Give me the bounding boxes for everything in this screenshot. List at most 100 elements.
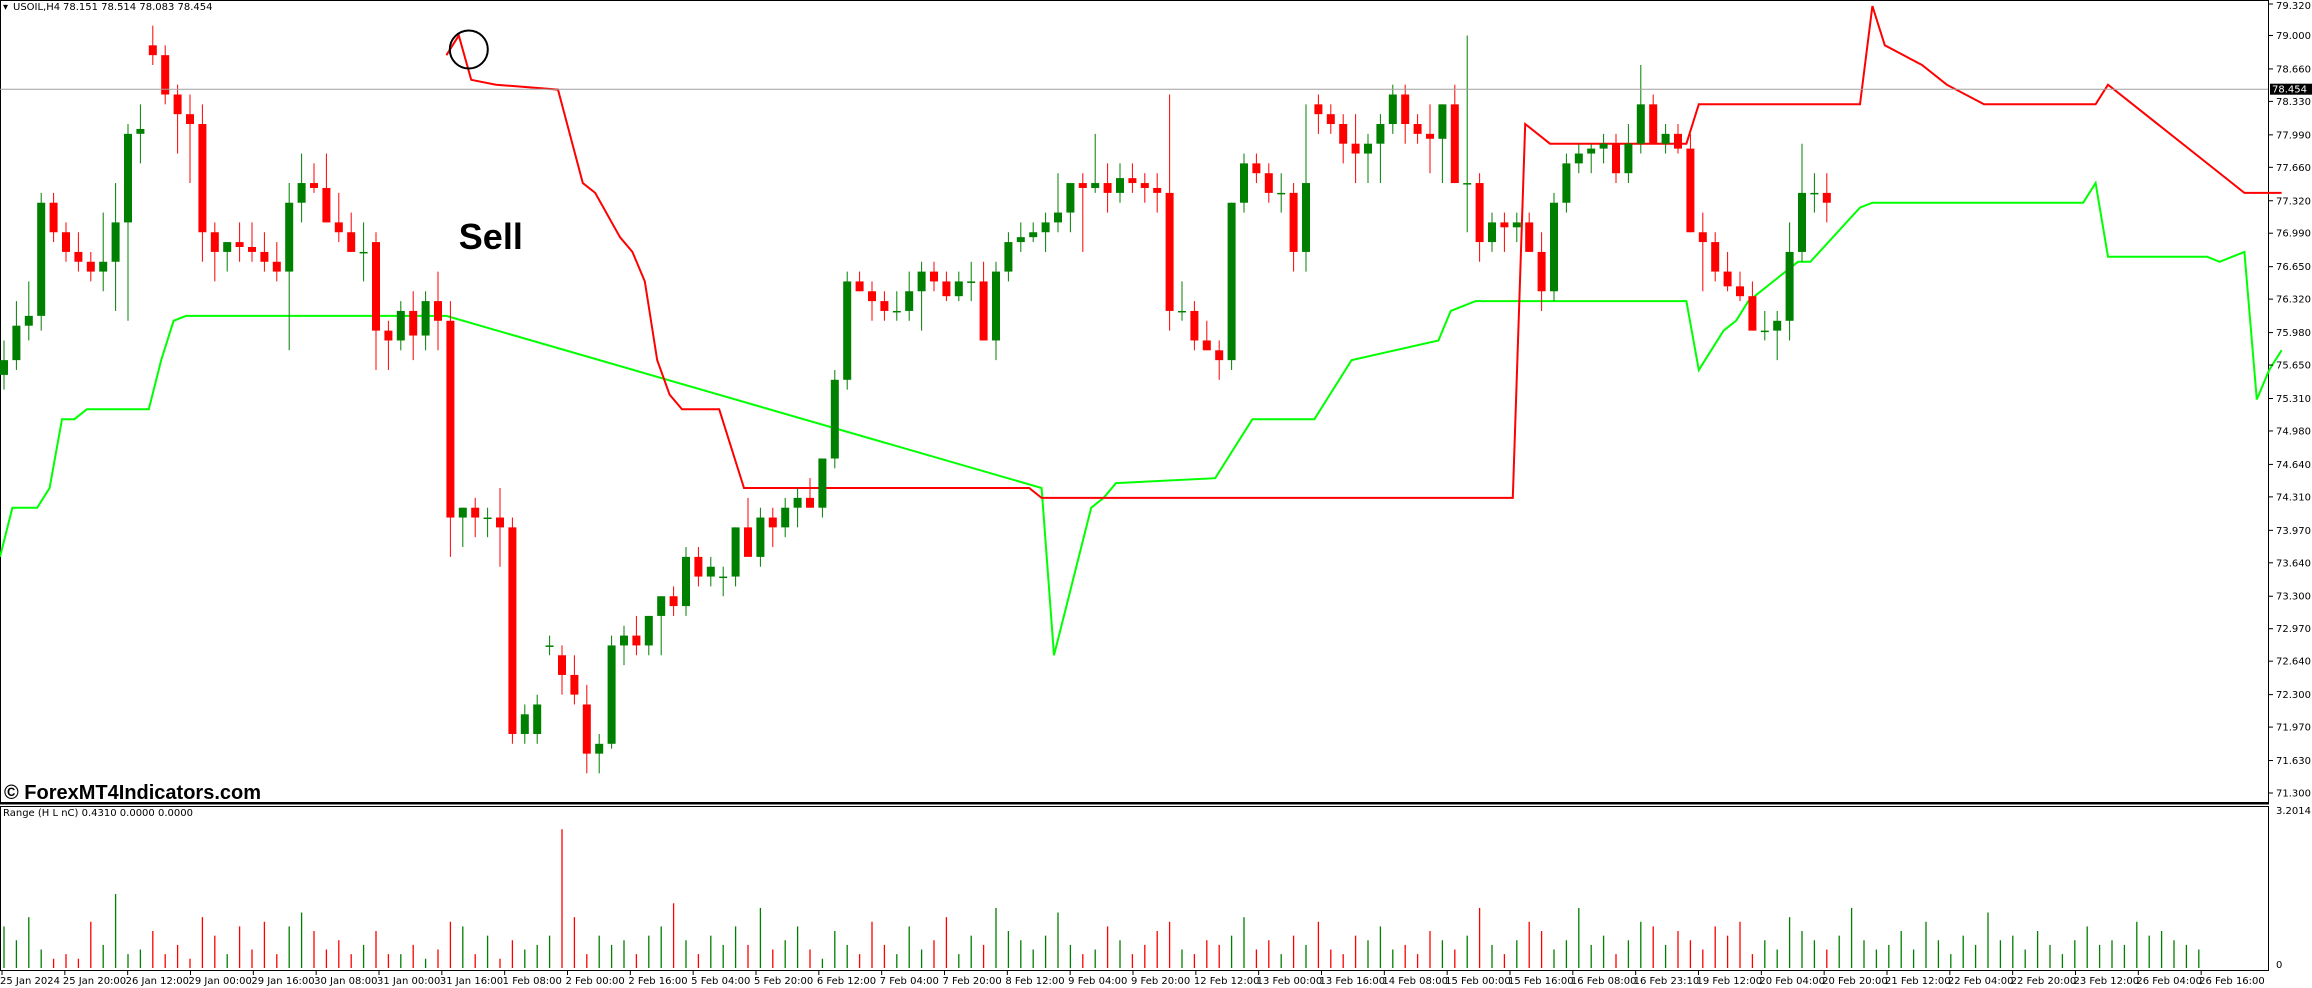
bear-candle	[1612, 143, 1620, 174]
time-tick-label: 20 Feb 04:00	[1759, 976, 1825, 987]
time-tick-label: 29 Jan 00:00	[189, 976, 252, 987]
bear-candle	[186, 114, 194, 125]
bear-candle	[198, 124, 207, 233]
time-tick-label: 25 Jan 20:00	[63, 976, 126, 987]
bull-candle	[1512, 222, 1521, 228]
price-tick-label: 76.650	[2276, 262, 2311, 273]
bear-candle	[1711, 242, 1720, 272]
price-tick-label: 79.000	[2276, 31, 2311, 42]
price-tick-label: 72.640	[2276, 657, 2311, 668]
time-tick-label: 7 Feb 04:00	[880, 976, 939, 987]
price-tick-label: 75.650	[2276, 361, 2311, 372]
time-tick-label: 29 Jan 16:00	[251, 976, 314, 987]
bull-candle	[0, 360, 8, 375]
bear-candle	[1525, 222, 1534, 252]
bear-candle	[855, 281, 864, 292]
bull-candle	[719, 576, 728, 579]
indicator-frame	[0, 806, 2269, 971]
bull-candle	[1016, 237, 1025, 243]
bear-candle	[1686, 148, 1695, 233]
bear-candle	[471, 507, 480, 518]
bear-candle	[384, 330, 393, 341]
bear-candle	[1314, 104, 1323, 115]
bear-candle	[1351, 143, 1360, 154]
bear-candle	[74, 251, 83, 262]
time-tick-label: 30 Jan 08:00	[314, 976, 377, 987]
bear-candle	[669, 596, 678, 607]
time-tick-label: 31 Jan 16:00	[440, 976, 503, 987]
bear-candle	[62, 232, 70, 252]
bear-candle	[582, 704, 591, 754]
time-tick-label: 16 Feb 23:10	[1634, 976, 1700, 987]
bear-candle	[1128, 178, 1137, 184]
bear-candle	[409, 310, 418, 336]
bull-candle	[124, 133, 132, 223]
current-price-label: 78.454	[2272, 85, 2307, 96]
time-tick-label: 9 Feb 04:00	[1068, 976, 1127, 987]
bear-candle	[1103, 183, 1112, 193]
bull-candle	[917, 271, 926, 292]
bull-candle	[620, 635, 628, 646]
price-tick-label: 73.640	[2276, 558, 2311, 569]
time-tick-label: 21 Feb 12:00	[1885, 976, 1951, 987]
bear-candle	[1500, 222, 1509, 228]
bull-candle	[520, 714, 529, 734]
symbol-header-arrow[interactable]: ▾	[3, 2, 8, 13]
time-tick-label: 15 Feb 00:00	[1445, 976, 1511, 987]
bear-candle	[260, 251, 269, 262]
indicator-tick-label: 3.2014	[2276, 806, 2311, 817]
bear-candle	[1413, 124, 1422, 134]
price-tick-label: 73.970	[2276, 526, 2311, 537]
time-tick-label: 14 Feb 08:00	[1382, 976, 1448, 987]
bear-candle	[868, 291, 876, 302]
bull-candle	[1227, 202, 1236, 361]
time-tick-label: 16 Feb 08:00	[1571, 976, 1637, 987]
bull-candle	[1178, 310, 1186, 313]
time-tick-label: 31 Jan 00:00	[377, 976, 440, 987]
bull-candle	[1785, 251, 1794, 321]
price-tick-label: 77.990	[2276, 130, 2311, 141]
bear-candle	[272, 261, 281, 272]
bear-candle	[1698, 232, 1707, 243]
bear-candle	[979, 281, 988, 341]
bull-candle	[595, 743, 604, 754]
bull-candle	[1661, 133, 1670, 144]
bear-candle	[1723, 271, 1732, 287]
time-tick-label: 5 Feb 04:00	[691, 976, 750, 987]
time-tick-label: 8 Feb 12:00	[1005, 976, 1064, 987]
bull-candle	[359, 251, 368, 254]
time-tick-label: 22 Feb 04:00	[1948, 976, 2014, 987]
price-tick-label: 72.300	[2276, 690, 2311, 701]
bull-candle	[967, 281, 976, 283]
price-tick-label: 71.970	[2276, 723, 2311, 734]
price-tick-label: 71.300	[2276, 789, 2311, 800]
time-tick-label: 26 Jan 12:00	[126, 976, 189, 987]
bull-candle	[843, 281, 852, 380]
bear-candle	[86, 261, 95, 272]
bull-candle	[136, 128, 145, 134]
bull-candle	[1066, 183, 1075, 213]
bear-candle	[334, 222, 343, 233]
bear-candle	[1450, 104, 1459, 184]
bear-candle	[1401, 94, 1410, 125]
bull-candle	[12, 325, 21, 361]
bull-candle	[111, 222, 120, 262]
bear-candle	[1537, 251, 1546, 292]
bear-candle	[1326, 114, 1335, 125]
bull-candle	[1041, 222, 1050, 233]
time-tick-label: 5 Feb 20:00	[754, 976, 813, 987]
bull-candle	[756, 517, 765, 557]
bear-candle	[322, 187, 331, 223]
time-tick-label: 26 Feb 04:00	[2136, 976, 2202, 987]
bull-candle	[1636, 104, 1645, 144]
bear-candle	[1822, 192, 1831, 203]
bear-candle	[930, 271, 938, 282]
indicator-header: Range (H L nC) 0.4310 0.0000 0.0000	[3, 808, 193, 819]
bear-candle	[570, 674, 579, 695]
time-tick-label: 19 Feb 12:00	[1697, 976, 1763, 987]
time-tick-label: 2 Feb 16:00	[628, 976, 687, 987]
time-tick-label: 6 Feb 12:00	[817, 976, 876, 987]
bear-candle	[446, 320, 455, 518]
time-tick-label: 22 Feb 20:00	[2011, 976, 2077, 987]
